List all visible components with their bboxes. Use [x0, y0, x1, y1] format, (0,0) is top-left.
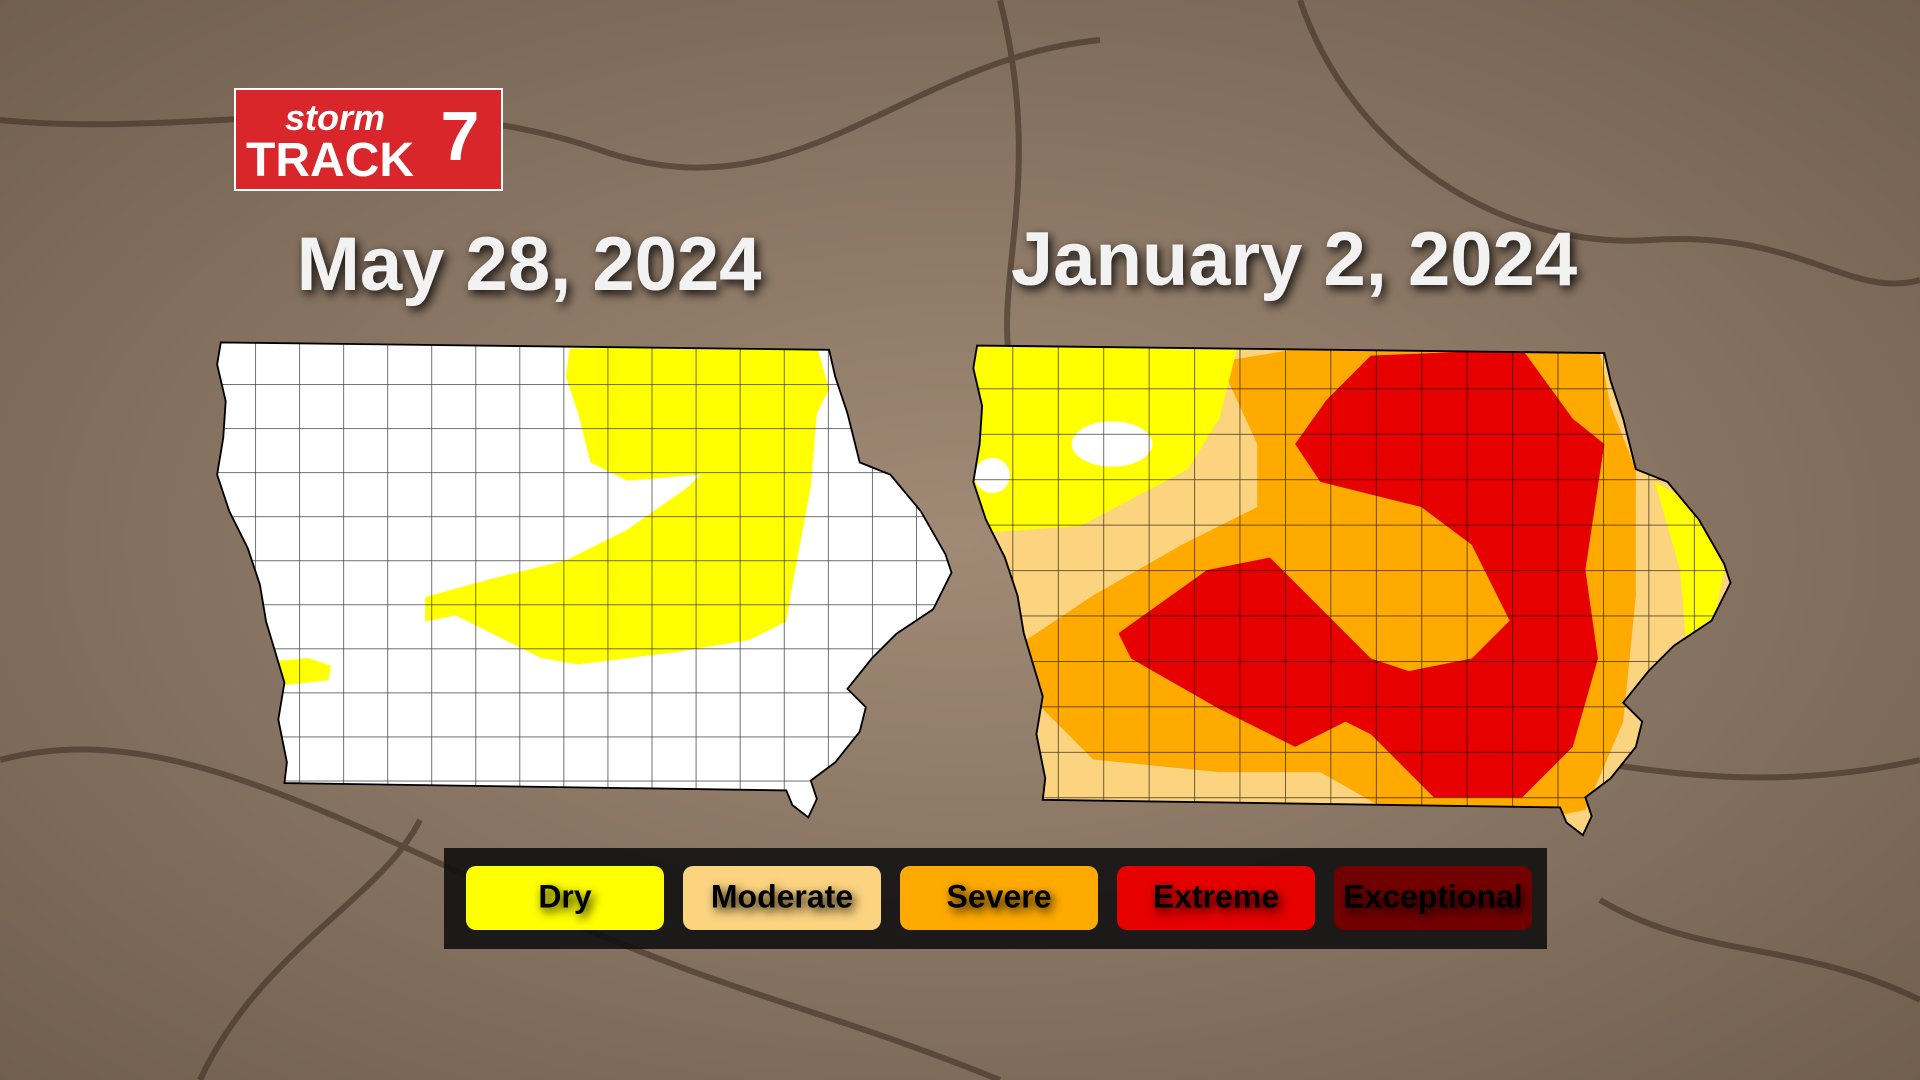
logo-line2: TRACK	[246, 134, 414, 187]
legend-label: Exceptional	[1343, 878, 1523, 914]
legend: Dry Moderate Severe Extreme Exceptional	[466, 866, 1532, 930]
map-title: May 28, 2024	[297, 222, 762, 307]
map-title: January 2, 2024	[1011, 217, 1577, 302]
legend-swatch	[466, 866, 664, 930]
logo-line1: storm	[285, 97, 385, 138]
legend-label: Severe	[947, 878, 1052, 914]
logo: storm TRACK 7	[234, 88, 503, 191]
map-left	[216, 341, 953, 819]
legend-swatch	[1117, 866, 1315, 930]
legend-label: Extreme	[1153, 878, 1279, 914]
legend-swatch	[900, 866, 1098, 930]
logo-number: 7	[441, 97, 480, 175]
legend-label: Moderate	[711, 878, 853, 914]
legend-swatch	[683, 866, 881, 930]
county-lines	[217, 342, 952, 818]
legend-swatch	[1334, 866, 1532, 930]
legend-label: Dry	[538, 878, 592, 914]
map-right	[972, 344, 1732, 837]
logo-box	[234, 88, 503, 191]
county-lines	[973, 345, 1731, 836]
